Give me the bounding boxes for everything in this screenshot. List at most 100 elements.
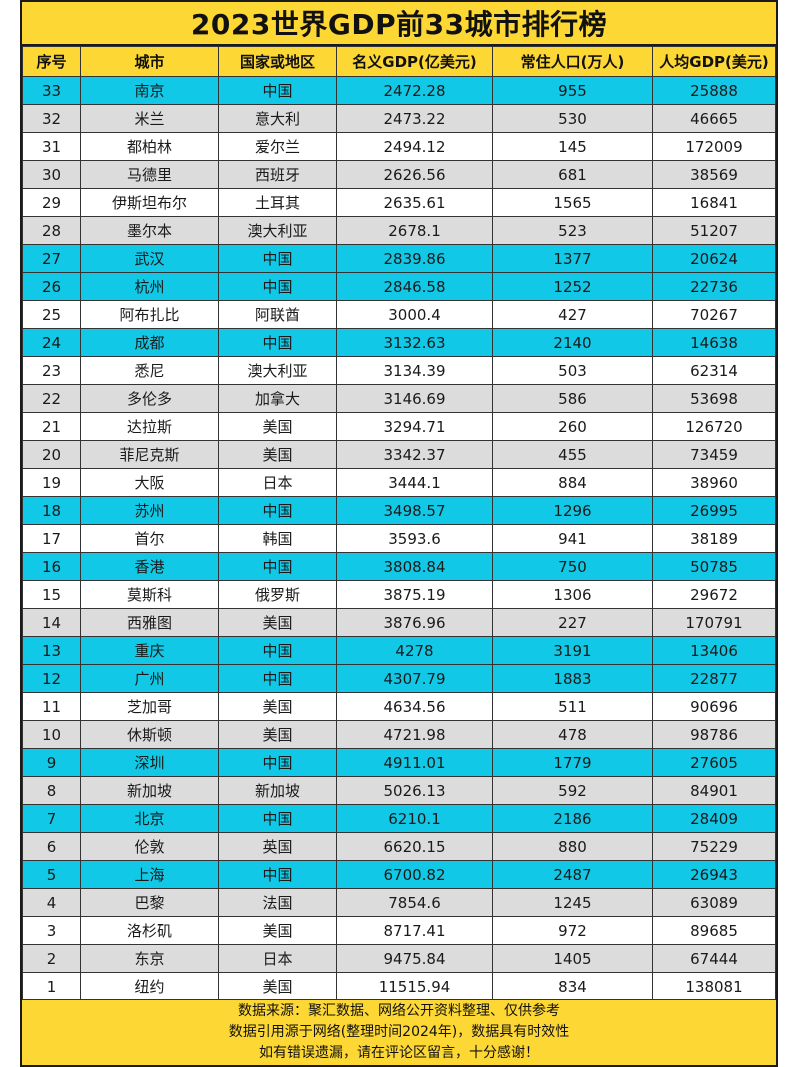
cell-rank: 26 [22,272,81,301]
cell-per-capita: 20624 [652,244,776,273]
cell-country: 中国 [218,552,337,581]
header-per-capita: 人均GDP(美元) [652,46,776,77]
cell-per-capita: 26995 [652,496,776,525]
footer-timeliness: 数据引用源于网络(整理时间2024年)，数据具有时效性 [228,1024,570,1040]
cell-gdp: 3134.39 [336,356,493,385]
cell-country: 美国 [218,692,337,721]
cell-population: 941 [492,524,653,553]
cell-rank: 6 [22,832,81,861]
cell-per-capita: 172009 [652,132,776,161]
cell-per-capita: 26943 [652,860,776,889]
cell-population: 1306 [492,580,653,609]
cell-city: 墨尔本 [80,216,219,245]
table-row: 9 深圳 中国 4911.01 1779 27605 [22,748,776,777]
cell-country: 英国 [218,832,337,861]
cell-population: 227 [492,608,653,637]
table-row: 20 菲尼克斯 美国 3342.37 455 73459 [22,440,776,469]
cell-per-capita: 67444 [652,944,776,973]
table-row: 33 南京 中国 2472.28 955 25888 [22,76,776,105]
cell-per-capita: 98786 [652,720,776,749]
cell-country: 意大利 [218,104,337,133]
cell-rank: 21 [22,412,81,441]
cell-country: 中国 [218,328,337,357]
cell-country: 日本 [218,944,337,973]
cell-gdp: 3294.71 [336,412,493,441]
cell-per-capita: 38569 [652,160,776,189]
table-row: 16 香港 中国 3808.84 750 50785 [22,552,776,581]
cell-country: 美国 [218,916,337,945]
cell-per-capita: 63089 [652,888,776,917]
title-bar: 2023世界GDP前33城市排行榜 [22,2,776,46]
cell-rank: 13 [22,636,81,665]
cell-gdp: 3808.84 [336,552,493,581]
cell-gdp: 4307.79 [336,664,493,693]
page-title: 2023世界GDP前33城市排行榜 [190,8,608,41]
cell-per-capita: 16841 [652,188,776,217]
cell-population: 2487 [492,860,653,889]
cell-city: 莫斯科 [80,580,219,609]
cell-city: 悉尼 [80,356,219,385]
table-row: 11 芝加哥 美国 4634.56 511 90696 [22,692,776,721]
cell-gdp: 8717.41 [336,916,493,945]
cell-rank: 32 [22,104,81,133]
cell-population: 880 [492,832,653,861]
cell-gdp: 2473.22 [336,104,493,133]
cell-gdp: 2626.56 [336,160,493,189]
cell-gdp: 3342.37 [336,440,493,469]
cell-gdp: 3444.1 [336,468,493,497]
table-row: 3 洛杉矶 美国 8717.41 972 89685 [22,916,776,945]
table-row: 25 阿布扎比 阿联酋 3000.4 427 70267 [22,300,776,329]
cell-population: 972 [492,916,653,945]
cell-population: 1296 [492,496,653,525]
cell-city: 达拉斯 [80,412,219,441]
cell-city: 东京 [80,944,219,973]
cell-gdp: 2472.28 [336,76,493,105]
cell-rank: 5 [22,860,81,889]
cell-city: 菲尼克斯 [80,440,219,469]
cell-per-capita: 75229 [652,832,776,861]
cell-gdp: 2635.61 [336,188,493,217]
cell-country: 中国 [218,664,337,693]
cell-gdp: 3593.6 [336,524,493,553]
cell-rank: 29 [22,188,81,217]
table-row: 32 米兰 意大利 2473.22 530 46665 [22,104,776,133]
footer-thanks: 如有错误遗漏，请在评论区留言，十分感谢！ [259,1045,539,1061]
cell-gdp: 4278 [336,636,493,665]
cell-country: 澳大利亚 [218,216,337,245]
cell-city: 苏州 [80,496,219,525]
cell-rank: 28 [22,216,81,245]
cell-country: 中国 [218,272,337,301]
cell-country: 韩国 [218,524,337,553]
cell-rank: 20 [22,440,81,469]
table-row: 23 悉尼 澳大利亚 3134.39 503 62314 [22,356,776,385]
cell-country: 中国 [218,76,337,105]
table-row: 30 马德里 西班牙 2626.56 681 38569 [22,160,776,189]
table-row: 4 巴黎 法国 7854.6 1245 63089 [22,888,776,917]
cell-rank: 14 [22,608,81,637]
cell-population: 834 [492,972,653,1001]
cell-per-capita: 38960 [652,468,776,497]
cell-country: 美国 [218,608,337,637]
cell-gdp: 2678.1 [336,216,493,245]
cell-city: 多伦多 [80,384,219,413]
cell-gdp: 11515.94 [336,972,493,1001]
table-row: 2 东京 日本 9475.84 1405 67444 [22,944,776,973]
cell-rank: 22 [22,384,81,413]
table-row: 1 纽约 美国 11515.94 834 138081 [22,972,776,1001]
cell-city: 上海 [80,860,219,889]
cell-rank: 10 [22,720,81,749]
cell-population: 1779 [492,748,653,777]
cell-rank: 25 [22,300,81,329]
cell-city: 成都 [80,328,219,357]
cell-rank: 12 [22,664,81,693]
header-city: 城市 [80,46,219,77]
cell-rank: 11 [22,692,81,721]
cell-city: 杭州 [80,272,219,301]
cell-per-capita: 29672 [652,580,776,609]
cell-gdp: 6700.82 [336,860,493,889]
cell-city: 南京 [80,76,219,105]
cell-per-capita: 13406 [652,636,776,665]
cell-rank: 24 [22,328,81,357]
cell-city: 米兰 [80,104,219,133]
cell-country: 中国 [218,496,337,525]
